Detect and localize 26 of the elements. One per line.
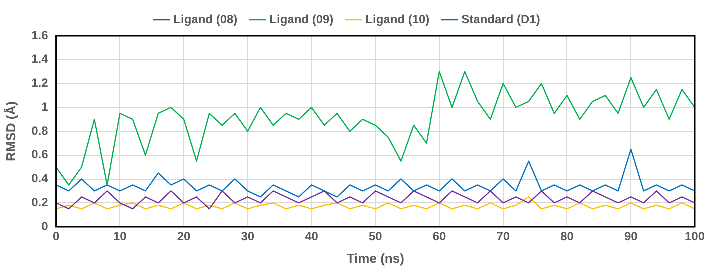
x-tick-label: 90 bbox=[624, 230, 638, 244]
y-tick-label: 1.2 bbox=[32, 76, 49, 90]
x-tick-label: 100 bbox=[684, 230, 706, 244]
y-axis-title: RMSD (Å) bbox=[3, 102, 18, 162]
x-tick-label: 30 bbox=[241, 230, 255, 244]
legend-label: Standard (D1) bbox=[462, 12, 540, 26]
y-tick-label: 1.6 bbox=[32, 28, 49, 42]
y-tick-label: 0.4 bbox=[32, 172, 49, 186]
x-tick-label: 80 bbox=[560, 230, 574, 244]
legend-label: Ligand (09) bbox=[270, 12, 334, 26]
x-tick-label: 40 bbox=[305, 230, 319, 244]
legend-label: Ligand (08) bbox=[174, 12, 238, 26]
y-tick-label: 1 bbox=[42, 100, 49, 114]
x-tick-label: 60 bbox=[432, 230, 446, 244]
x-tick-label: 20 bbox=[177, 230, 192, 244]
legend-label: Ligand (10) bbox=[366, 12, 430, 26]
x-tick-label: 10 bbox=[113, 230, 128, 244]
y-tick-label: 0 bbox=[42, 219, 49, 234]
x-axis-title: Time (ns) bbox=[346, 250, 404, 266]
x-tick-label: 0 bbox=[52, 230, 60, 244]
y-tick-label: 1.4 bbox=[32, 52, 49, 66]
y-tick-label: 0.8 bbox=[32, 124, 49, 138]
y-tick-label: 0.6 bbox=[32, 148, 49, 162]
x-tick-label: 70 bbox=[496, 230, 510, 244]
x-tick-label: 50 bbox=[368, 230, 383, 244]
y-tick-label: 0.2 bbox=[32, 195, 49, 210]
